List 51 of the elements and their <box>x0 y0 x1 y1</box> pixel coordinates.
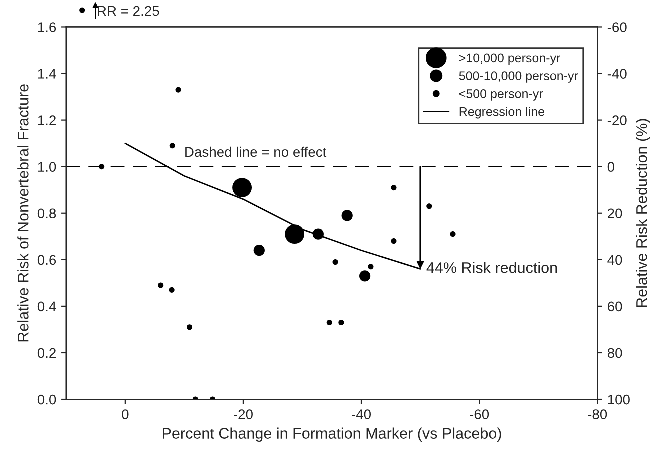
y2-tick-label: 40 <box>608 255 622 266</box>
y-tick-label: 1.0 <box>38 162 56 172</box>
point <box>391 238 397 244</box>
point <box>391 185 397 191</box>
point <box>359 270 371 282</box>
y2-tick-label: 80 <box>608 348 622 358</box>
y-tick-label: 0.0 <box>38 394 56 405</box>
point <box>332 259 338 266</box>
y-tick-label: 1.4 <box>38 69 56 79</box>
x-tick-label: 0 <box>122 410 129 420</box>
y2-tick-label: 60 <box>608 302 622 312</box>
point <box>158 282 164 288</box>
point <box>176 87 182 93</box>
x-tick-label: -60 <box>470 410 490 420</box>
y-tick-label: 0.6 <box>38 255 56 266</box>
point <box>426 204 432 210</box>
point <box>169 287 175 293</box>
y2-tick-label: 20 <box>608 208 622 219</box>
legend-label: >10,000 person-yr <box>459 54 560 66</box>
point <box>232 178 252 198</box>
point <box>450 232 456 238</box>
y2-axis-title: Relative Risk Reduction (%) <box>636 119 650 308</box>
y2-tick-label: 100 <box>608 394 630 405</box>
x-axis-title: Percent Change in Formation Marker (vs Placebo) <box>163 428 502 442</box>
annotation: 44% Risk reduction <box>426 262 558 274</box>
y2-tick-label: -20 <box>608 116 627 126</box>
x-tick-label: -40 <box>352 410 372 420</box>
x-tick-label: -20 <box>234 410 253 420</box>
ref-line-label: Dashed line = no effect <box>186 146 327 158</box>
y2-tick-label: 0 <box>608 162 615 172</box>
legend-label: <500 person-yr <box>459 90 544 101</box>
text: RR = 2.25 <box>98 6 160 16</box>
point <box>338 320 344 326</box>
y-tick-label: 0.2 <box>38 348 56 358</box>
x-tick-label: -80 <box>588 410 608 420</box>
point <box>186 324 193 330</box>
y-tick-label: 0.8 <box>38 208 56 219</box>
point <box>254 245 265 256</box>
y-tick-label: 0.4 <box>38 302 56 312</box>
y2-tick-label: -60 <box>608 22 627 32</box>
y-axis-title: Relative Risk of Nonvertebral Fracture <box>18 84 29 342</box>
point <box>342 210 353 222</box>
point <box>326 320 332 326</box>
y-tick-label: 1.2 <box>38 116 56 126</box>
legend-label: Regression line <box>460 107 544 119</box>
point <box>368 264 374 270</box>
point <box>285 224 305 244</box>
point <box>170 143 176 149</box>
y-tick-label: 1.6 <box>38 22 56 32</box>
legend-label: 500-10,000 person-yr <box>459 72 578 83</box>
y2-tick-label: -40 <box>608 69 627 79</box>
